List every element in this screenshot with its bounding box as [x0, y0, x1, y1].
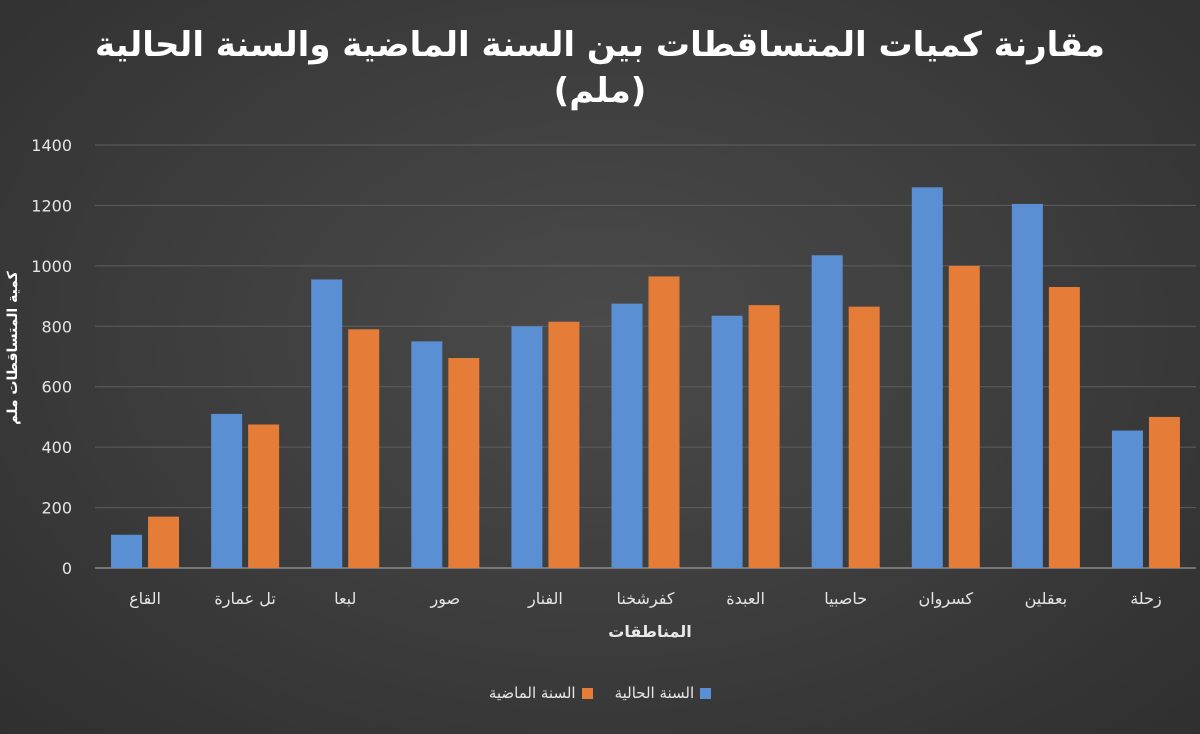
x-tick-label: تل عمارة	[214, 589, 275, 609]
chart-title-line1: مقارنة كميات المتساقطات بين السنة الماضي…	[95, 25, 1105, 65]
legend-swatch-current	[700, 687, 712, 699]
y-tick-label: 200	[41, 499, 72, 518]
bar-previous-year	[1148, 416, 1180, 568]
bar-current-year	[211, 413, 243, 568]
legend-label-previous: السنة الماضية	[488, 684, 576, 702]
x-tick-label: كسروان	[918, 589, 973, 609]
chart-title: مقارنة كميات المتساقطات بين السنة الماضي…	[80, 22, 1120, 114]
bar-current-year	[1011, 203, 1043, 569]
bar-previous-year	[348, 329, 380, 568]
x-tick-label: العبدة	[726, 589, 765, 608]
x-tick-labels: القاع تل عمارة لبعا صور الفنار كفرشخنا العبدة ح…	[129, 589, 1162, 609]
bar-previous-year	[948, 265, 980, 568]
x-axis-title: المناطقات	[608, 622, 692, 641]
bar-previous-year	[248, 424, 280, 568]
bar-current-year	[111, 534, 143, 568]
x-tick-label: حاصبيا	[824, 589, 867, 608]
bar-previous-year	[148, 516, 180, 568]
bar-previous-year	[1048, 287, 1080, 568]
x-tick-label: لبعا	[334, 589, 356, 608]
legend-item-previous: السنة الماضية	[489, 684, 593, 702]
bar-current-year	[411, 341, 443, 568]
bar-previous-year	[548, 321, 580, 568]
bar-previous-year	[648, 276, 680, 568]
legend-label-current: السنة الحالية	[614, 684, 695, 702]
bar-current-year	[511, 326, 543, 568]
legend-item-current: السنة الحالية	[615, 684, 712, 702]
bar-previous-year	[848, 306, 880, 568]
bar-previous-year	[748, 305, 780, 568]
y-tick-labels: 0 200 400 600 800 1000 1200 1400	[31, 136, 72, 578]
bar-current-year	[811, 255, 843, 568]
x-tick-label: بعقلين	[1025, 589, 1068, 609]
x-tick-label: الفنار	[527, 589, 563, 609]
y-tick-label: 0	[62, 559, 72, 578]
legend-swatch-previous	[581, 687, 593, 699]
bar-previous-year	[448, 358, 480, 568]
y-tick-label: 1200	[31, 196, 72, 215]
bar-current-year	[1111, 430, 1143, 568]
y-tick-label: 800	[41, 317, 72, 336]
y-tick-label: 1000	[31, 257, 72, 276]
y-tick-label: 400	[41, 438, 72, 457]
x-tick-label: القاع	[129, 589, 161, 609]
y-tick-label: 600	[41, 378, 72, 397]
bar-current-year	[911, 187, 943, 569]
x-tick-label: كفرشخنا	[617, 589, 675, 609]
y-tick-label: 1400	[31, 136, 72, 155]
bar-current-year	[711, 315, 743, 568]
x-tick-label: زحلة	[1130, 589, 1162, 609]
x-tick-label: صور	[430, 589, 461, 609]
bar-current-year	[311, 279, 343, 568]
bars	[111, 187, 1180, 569]
legend: السنة الحالية السنة الماضية	[0, 684, 1200, 702]
bar-current-year	[611, 303, 643, 568]
chart-title-line2: (ملم)	[553, 71, 647, 111]
